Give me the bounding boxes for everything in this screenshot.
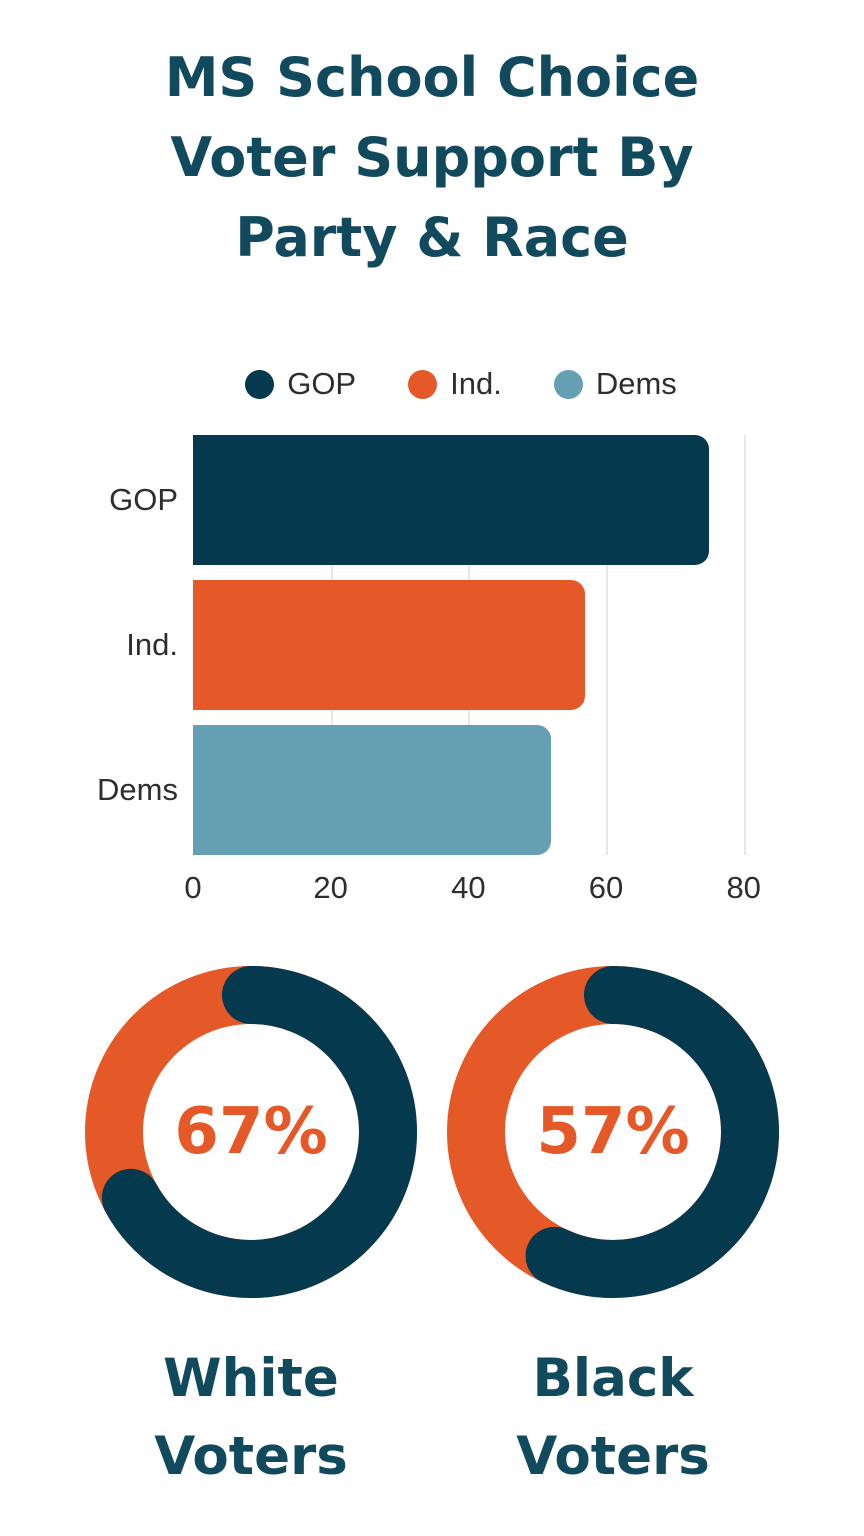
- bar-track-gop: [193, 435, 785, 565]
- bar-track-ind: [193, 580, 785, 710]
- donut-chart-whitevoters: 67%: [85, 966, 417, 1298]
- donut-caption-whitevoters: White Voters: [154, 1348, 348, 1487]
- legend-dot-ind-icon: [408, 369, 438, 399]
- x-tick-40: 40: [451, 870, 486, 905]
- bar-row-gop: GOP: [0, 435, 864, 565]
- donut-caption-blackvoters: Black Voters: [516, 1348, 710, 1487]
- bar-chart: GOP Ind. Dems: [0, 435, 864, 870]
- x-tick-20: 20: [313, 870, 348, 905]
- legend-label-gop: GOP: [287, 366, 357, 401]
- legend-item-dems: Dems: [553, 366, 677, 402]
- donut-value-arc: [85, 966, 417, 1298]
- donut-value-arc: [447, 966, 779, 1298]
- legend-item-ind: Ind.: [408, 366, 502, 402]
- bar-track-dems: [193, 725, 785, 855]
- donut-percent-label-blackvoters: 57%: [536, 1095, 690, 1169]
- legend-dot-dems-icon: [553, 369, 583, 399]
- bar-category-label-dems: Dems: [97, 772, 178, 807]
- gridline-60: [606, 435, 609, 855]
- legend-label-ind: Ind.: [450, 366, 502, 401]
- bar-gop: [193, 435, 710, 565]
- donut-percent-label-whitevoters: 67%: [174, 1095, 328, 1169]
- bar-category-label-gop: GOP: [109, 482, 178, 517]
- title-line-1: MS School Choice: [164, 46, 700, 109]
- x-tick-80: 80: [726, 870, 761, 905]
- donut-block-whitevoters: 67% White Voters: [85, 966, 417, 1496]
- donut-ring-blackvoters: [447, 966, 779, 1298]
- legend-item-gop: GOP: [245, 366, 356, 402]
- donut-chart-blackvoters: 57%: [447, 966, 779, 1298]
- donut-ring-whitevoters: [85, 966, 417, 1298]
- title-line-3: Party & Race: [235, 206, 629, 269]
- bar-category-label-ind: Ind.: [126, 627, 178, 662]
- bar-row-ind: Ind.: [0, 580, 864, 710]
- bar-dems: [193, 725, 551, 855]
- bar-ind: [193, 580, 586, 710]
- chart-legend: GOP Ind. Dems: [0, 366, 864, 402]
- x-tick-0: 0: [184, 870, 202, 905]
- page-title: MS School Choice Voter Support By Party …: [0, 38, 864, 278]
- bar-row-dems: Dems: [0, 725, 864, 855]
- gridline-80: [743, 435, 746, 855]
- legend-label-dems: Dems: [595, 366, 677, 401]
- legend-dot-gop-icon: [245, 369, 275, 399]
- x-tick-60: 60: [588, 870, 624, 905]
- donut-block-blackvoters: 57% Black Voters: [447, 966, 779, 1496]
- x-axis: 0 20 40 60 80: [184, 870, 785, 910]
- donut-charts: 67% White Voters 57% Black Voters: [0, 966, 864, 1496]
- title-line-2: Voter Support By: [170, 126, 694, 189]
